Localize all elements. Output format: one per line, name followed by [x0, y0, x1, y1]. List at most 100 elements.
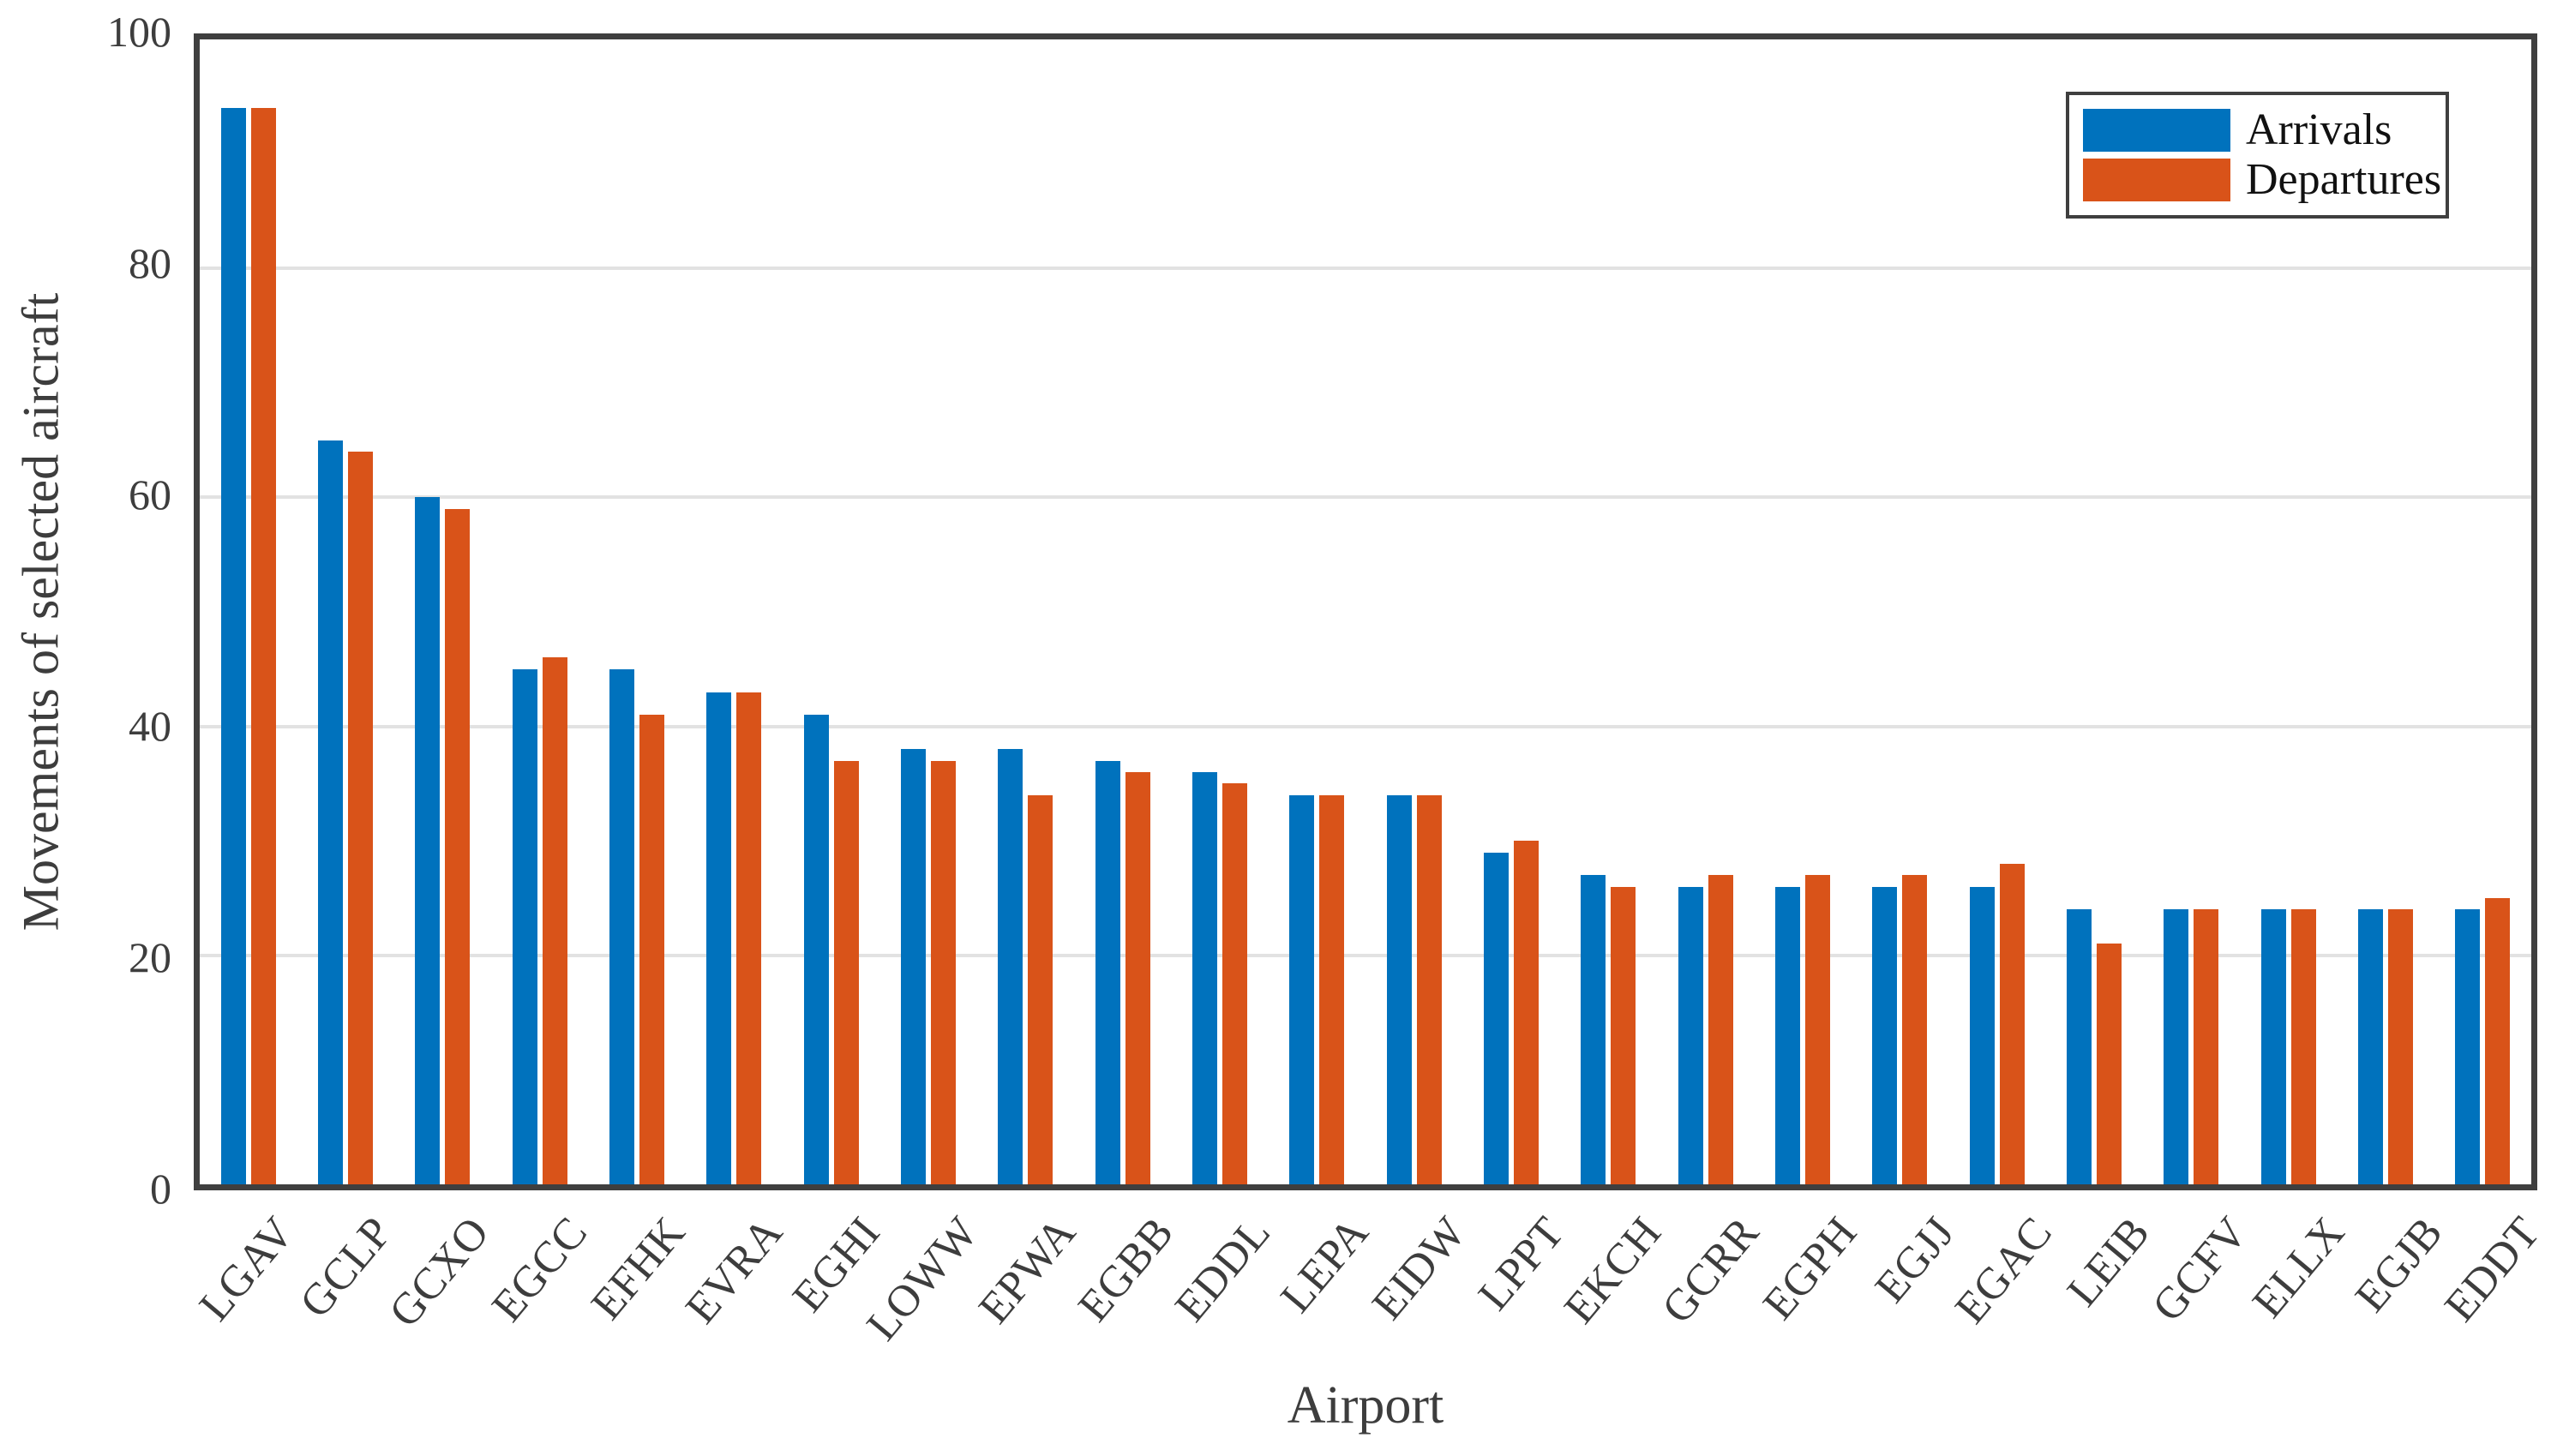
x-tick-EGBB: EGBB [1068, 1208, 1183, 1331]
bar-group-EVRA [686, 39, 783, 1184]
bar-arrivals-EDDL [1191, 772, 1217, 1184]
bar-group-EGJB [2337, 39, 2434, 1184]
legend: Arrivals Departures [2066, 92, 2449, 219]
bar-arrivals-LEPA [1289, 794, 1315, 1184]
legend-item-departures: Departures [2083, 158, 2441, 202]
bar-group-EPWA [977, 39, 1074, 1184]
bar-arrivals-EKCH [1581, 875, 1606, 1184]
x-tick-EFHK: EFHK [582, 1208, 694, 1329]
bar-group-EGBB [1074, 39, 1171, 1184]
bar-departures-GCRR [1708, 875, 1733, 1184]
bar-departures-EGAC [1999, 863, 2025, 1184]
bar-departures-GCXO [445, 508, 471, 1184]
bar-arrivals-EDDT [2455, 909, 2481, 1184]
bar-departures-EGCC [542, 657, 567, 1184]
x-tick-LEPA: LEPA [1271, 1208, 1378, 1322]
x-tick-EGJB: EGJB [2345, 1208, 2452, 1321]
bar-departures-GCFV [2194, 909, 2219, 1184]
gridline-layer [200, 39, 2531, 1184]
x-tick-GCFV: GCFV [2142, 1208, 2257, 1331]
bar-arrivals-ELLX [2260, 909, 2286, 1184]
legend-label-arrivals: Arrivals [2246, 105, 2392, 154]
x-tick-ELLX: ELLX [2243, 1208, 2355, 1327]
bar-arrivals-EGJJ [1872, 886, 1898, 1184]
bar-departures-LGAV [250, 108, 276, 1184]
bar-group-EGJJ [1852, 39, 1948, 1184]
bar-arrivals-GCXO [415, 497, 441, 1184]
y-tick-60: 60 [129, 470, 171, 518]
bar-group-LEIB [2045, 39, 2142, 1184]
bar-group-GCLP [297, 39, 393, 1184]
departures-color-swatch [2083, 159, 2230, 202]
y-tick-20: 20 [129, 933, 171, 981]
bar-arrivals-EIDW [1386, 794, 1412, 1184]
bar-group-EGCC [491, 39, 588, 1184]
bar-arrivals-EGJB [2357, 909, 2383, 1184]
gridline-60 [200, 495, 2531, 500]
bar-departures-EGPH [1804, 875, 1830, 1184]
gridline-20 [200, 953, 2531, 957]
y-tick-0: 0 [150, 1165, 171, 1213]
bar-arrivals-EGBB [1095, 760, 1120, 1184]
x-tick-EKCH: EKCH [1555, 1208, 1672, 1333]
bar-departures-EDDL [1221, 783, 1247, 1184]
bar-group-EFHK [588, 39, 685, 1184]
bar-arrivals-GCLP [317, 440, 343, 1184]
bar-group-GCRR [1657, 39, 1754, 1184]
bar-group-EGAC [1948, 39, 2045, 1184]
bar-departures-EGBB [1125, 772, 1150, 1184]
y-axis-label: Movements of selected aircraft [12, 292, 69, 932]
x-axis-label: Airport [1287, 1376, 1444, 1435]
x-tick-GCRR: GCRR [1653, 1208, 1769, 1333]
bar-departures-EKCH [1611, 886, 1636, 1184]
y-tick-40: 40 [129, 702, 171, 750]
bar-arrivals-EGAC [1969, 886, 1995, 1184]
bar-group-LEPA [1269, 39, 1366, 1184]
y-tick-80: 80 [129, 239, 171, 287]
bar-group-LGAV [200, 39, 297, 1184]
bar-group-EGPH [1754, 39, 1851, 1184]
bar-departures-LPPT [1513, 841, 1539, 1184]
bar-arrivals-LEIB [2066, 909, 2092, 1184]
bar-departures-LOWW [930, 760, 956, 1184]
bar-departures-ELLX [2290, 909, 2316, 1184]
y-tick-100: 100 [107, 8, 171, 56]
bar-arrivals-LPPT [1483, 852, 1509, 1184]
bar-group-EDDT [2434, 39, 2531, 1184]
x-tick-GCXO: GCXO [380, 1208, 500, 1337]
legend-label-departures: Departures [2246, 155, 2442, 205]
x-tick-EVRA: EVRA [676, 1208, 792, 1333]
bar-departures-LEIB [2096, 944, 2122, 1184]
x-tick-EGCC: EGCC [483, 1208, 597, 1331]
bar-departures-EGHI [833, 760, 859, 1184]
bar-group-EGHI [783, 39, 879, 1184]
bar-group-GCFV [2143, 39, 2240, 1184]
x-tick-EPWA: EPWA [969, 1208, 1085, 1333]
plot-area [194, 33, 2537, 1190]
bar-group-LPPT [1462, 39, 1559, 1184]
bar-departures-EGJJ [1902, 875, 1928, 1184]
bar-arrivals-LGAV [220, 108, 246, 1184]
bar-arrivals-EVRA [706, 692, 732, 1184]
x-tick-EGAC: EGAC [1946, 1208, 2062, 1333]
bar-arrivals-EGPH [1774, 886, 1800, 1184]
bar-departures-EPWA [1028, 794, 1053, 1184]
x-tick-EDDT: EDDT [2435, 1208, 2550, 1331]
bar-departures-EDDT [2485, 898, 2511, 1184]
x-tick-EGPH: EGPH [1754, 1208, 1866, 1329]
arrivals-color-swatch [2083, 108, 2230, 152]
bar-departures-EVRA [736, 692, 762, 1184]
bar-group-LOWW [879, 39, 976, 1184]
bar-arrivals-LOWW [900, 749, 926, 1184]
x-tick-EGJJ: EGJJ [1865, 1208, 1964, 1312]
bars-layer [200, 39, 2531, 1184]
bar-departures-LEPA [1319, 794, 1345, 1184]
bar-group-EIDW [1366, 39, 1462, 1184]
bar-departures-EGJB [2387, 909, 2413, 1184]
bar-departures-EIDW [1416, 794, 1442, 1184]
bar-arrivals-EGHI [803, 715, 829, 1184]
bar-departures-EFHK [639, 715, 664, 1184]
bar-group-EKCH [1560, 39, 1657, 1184]
bar-group-ELLX [2240, 39, 2337, 1184]
